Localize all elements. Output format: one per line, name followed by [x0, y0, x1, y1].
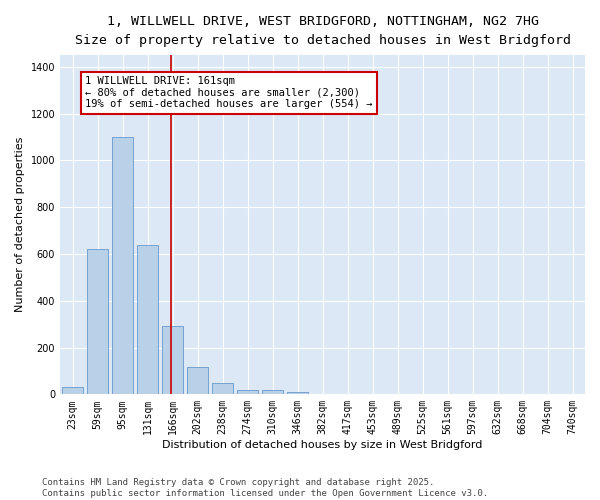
Bar — [87, 250, 108, 394]
X-axis label: Distribution of detached houses by size in West Bridgford: Distribution of detached houses by size … — [163, 440, 483, 450]
Bar — [112, 137, 133, 394]
Bar — [62, 388, 83, 394]
Text: Contains HM Land Registry data © Crown copyright and database right 2025.
Contai: Contains HM Land Registry data © Crown c… — [42, 478, 488, 498]
Bar — [187, 368, 208, 394]
Bar — [137, 244, 158, 394]
Bar — [237, 390, 258, 394]
Bar — [287, 392, 308, 394]
Text: 1 WILLWELL DRIVE: 161sqm
← 80% of detached houses are smaller (2,300)
19% of sem: 1 WILLWELL DRIVE: 161sqm ← 80% of detach… — [85, 76, 373, 110]
Bar — [212, 384, 233, 394]
Y-axis label: Number of detached properties: Number of detached properties — [15, 137, 25, 312]
Bar — [262, 390, 283, 394]
Bar — [162, 326, 183, 394]
Title: 1, WILLWELL DRIVE, WEST BRIDGFORD, NOTTINGHAM, NG2 7HG
Size of property relative: 1, WILLWELL DRIVE, WEST BRIDGFORD, NOTTI… — [74, 15, 571, 47]
